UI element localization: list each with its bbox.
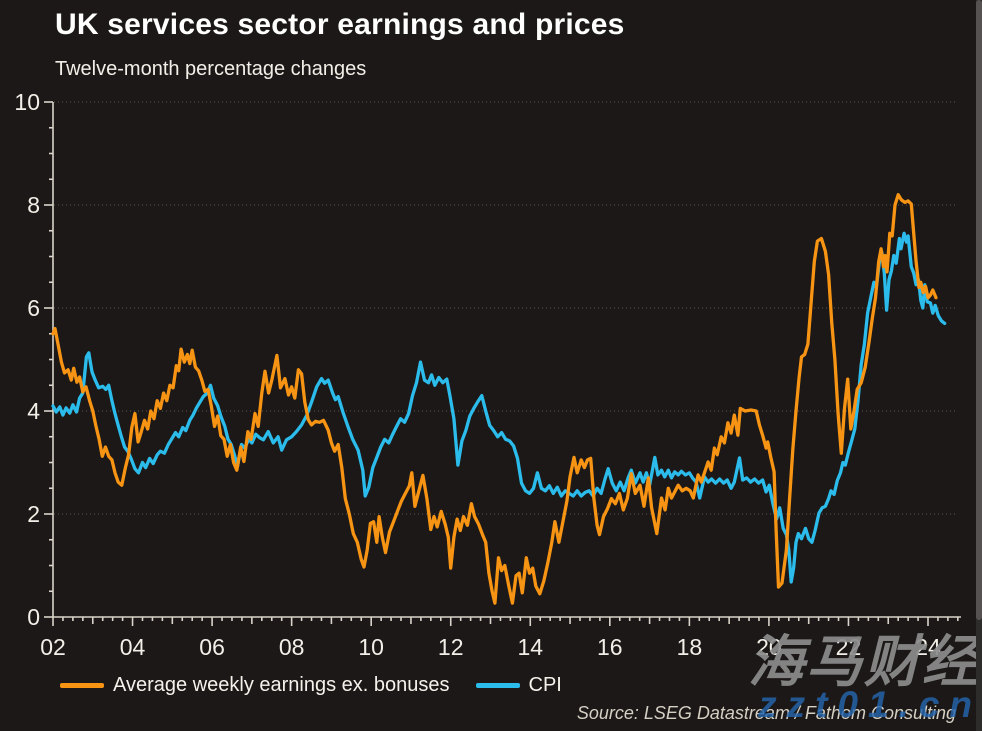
svg-text:10: 10 [358, 634, 384, 660]
watermark-latin: zzt01.cn [758, 684, 982, 725]
svg-text:16: 16 [597, 634, 623, 660]
legend-label-cpi: CPI [528, 674, 562, 696]
earnings-line-swatch-icon [60, 683, 104, 688]
scrollbar-thumb[interactable] [976, 0, 982, 620]
svg-text:22: 22 [836, 634, 862, 660]
svg-text:8: 8 [27, 192, 40, 218]
svg-text:04: 04 [120, 634, 146, 660]
svg-text:4: 4 [27, 398, 40, 424]
svg-text:0: 0 [27, 604, 40, 630]
svg-text:24: 24 [915, 634, 941, 660]
svg-text:08: 08 [279, 634, 305, 660]
chart-title: UK services sector earnings and prices [55, 8, 625, 41]
cpi-line-swatch-icon [475, 683, 520, 688]
scrollbar[interactable] [976, 0, 982, 731]
source-attribution: Source: LSEG Datastream / Fathom Consult… [576, 703, 956, 723]
svg-text:20: 20 [756, 634, 782, 660]
watermark-cjk: 海马财经 [748, 630, 980, 693]
svg-text:6: 6 [27, 295, 40, 321]
svg-text:14: 14 [517, 634, 543, 660]
svg-text:12: 12 [438, 634, 464, 660]
legend: Average weekly earnings ex. bonuses CPI [60, 674, 562, 697]
legend-item-earnings: Average weekly earnings ex. bonuses [60, 674, 450, 697]
svg-text:06: 06 [199, 634, 225, 660]
legend-item-cpi: CPI [475, 674, 562, 697]
svg-text:18: 18 [677, 634, 703, 660]
svg-text:2: 2 [27, 501, 40, 527]
legend-label-earnings: Average weekly earnings ex. bonuses [113, 674, 450, 696]
svg-text:02: 02 [40, 634, 66, 660]
chart-subtitle: Twelve-month percentage changes [55, 58, 367, 80]
svg-text:10: 10 [14, 89, 40, 115]
